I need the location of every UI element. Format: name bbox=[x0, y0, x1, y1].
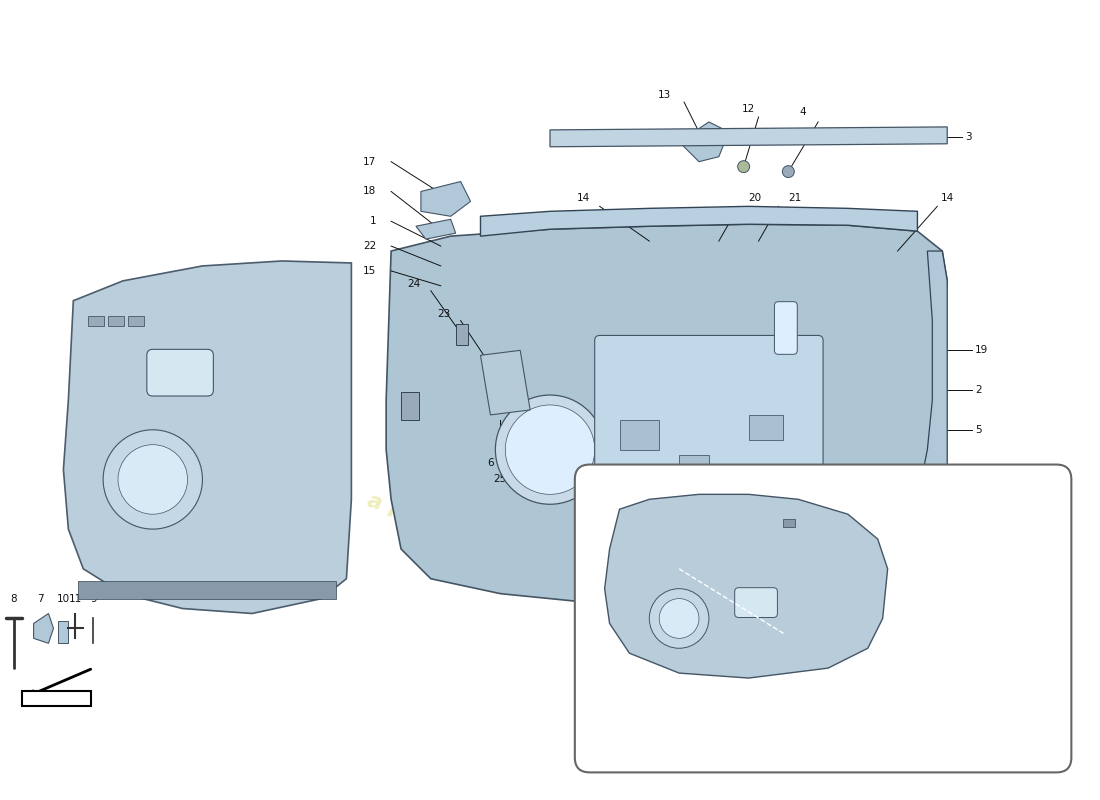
Text: 18: 18 bbox=[363, 186, 376, 197]
Text: 20: 20 bbox=[749, 194, 761, 203]
Text: 23: 23 bbox=[438, 309, 451, 318]
Polygon shape bbox=[481, 350, 530, 415]
Text: 11: 11 bbox=[68, 594, 81, 603]
FancyBboxPatch shape bbox=[575, 465, 1071, 772]
Text: 12: 12 bbox=[742, 104, 756, 114]
Text: 9: 9 bbox=[757, 467, 763, 478]
Bar bbox=[78, 581, 337, 598]
Bar bbox=[88, 315, 104, 326]
Polygon shape bbox=[34, 614, 54, 643]
Text: 17: 17 bbox=[363, 157, 376, 166]
FancyBboxPatch shape bbox=[595, 335, 823, 524]
Text: 16: 16 bbox=[551, 458, 564, 467]
Polygon shape bbox=[481, 206, 917, 236]
Bar bbox=[22, 691, 91, 706]
Text: 15: 15 bbox=[363, 266, 376, 276]
Text: 9: 9 bbox=[90, 594, 97, 603]
Circle shape bbox=[782, 166, 794, 178]
Bar bbox=[108, 315, 124, 326]
Text: 26: 26 bbox=[707, 467, 721, 478]
Circle shape bbox=[505, 405, 595, 494]
Text: 24: 24 bbox=[408, 278, 421, 289]
Circle shape bbox=[649, 589, 708, 648]
Text: 10: 10 bbox=[57, 594, 70, 603]
Text: 5: 5 bbox=[975, 425, 981, 434]
Text: 25: 25 bbox=[494, 474, 507, 485]
Bar bbox=[619, 420, 659, 450]
Bar bbox=[679, 454, 708, 479]
Text: 6: 6 bbox=[487, 458, 494, 467]
Text: 14: 14 bbox=[576, 194, 590, 203]
Text: 3: 3 bbox=[965, 132, 971, 142]
Text: 8: 8 bbox=[10, 594, 18, 603]
Text: 13: 13 bbox=[658, 90, 671, 100]
Text: 19: 19 bbox=[975, 346, 988, 355]
Text: 2013: 2013 bbox=[725, 347, 911, 413]
Text: 1: 1 bbox=[370, 216, 376, 226]
Bar bbox=[58, 622, 68, 643]
Bar bbox=[455, 323, 468, 346]
Polygon shape bbox=[679, 122, 728, 162]
Circle shape bbox=[118, 445, 187, 514]
Text: 22: 22 bbox=[363, 241, 376, 251]
Text: 7: 7 bbox=[37, 594, 44, 603]
Bar bbox=[783, 519, 795, 527]
Text: - Optional -: - Optional - bbox=[790, 729, 856, 742]
Polygon shape bbox=[550, 127, 947, 146]
Polygon shape bbox=[917, 251, 947, 578]
Circle shape bbox=[103, 430, 202, 529]
Circle shape bbox=[495, 395, 605, 504]
FancyBboxPatch shape bbox=[774, 302, 798, 354]
Text: 21: 21 bbox=[789, 194, 802, 203]
Text: 14: 14 bbox=[940, 194, 954, 203]
Text: 4: 4 bbox=[800, 107, 806, 117]
Text: a passion for parts since 1982: a passion for parts since 1982 bbox=[364, 490, 736, 608]
Circle shape bbox=[659, 598, 698, 638]
Bar bbox=[749, 415, 783, 440]
Text: 27: 27 bbox=[796, 467, 810, 478]
Circle shape bbox=[738, 161, 749, 173]
FancyBboxPatch shape bbox=[735, 588, 778, 618]
Polygon shape bbox=[386, 224, 947, 606]
Bar bbox=[402, 392, 419, 420]
FancyBboxPatch shape bbox=[146, 350, 213, 396]
Bar bbox=[128, 315, 144, 326]
Polygon shape bbox=[64, 261, 351, 614]
Polygon shape bbox=[421, 182, 471, 216]
Polygon shape bbox=[605, 494, 888, 678]
Text: 2: 2 bbox=[975, 385, 981, 395]
Polygon shape bbox=[416, 219, 455, 239]
